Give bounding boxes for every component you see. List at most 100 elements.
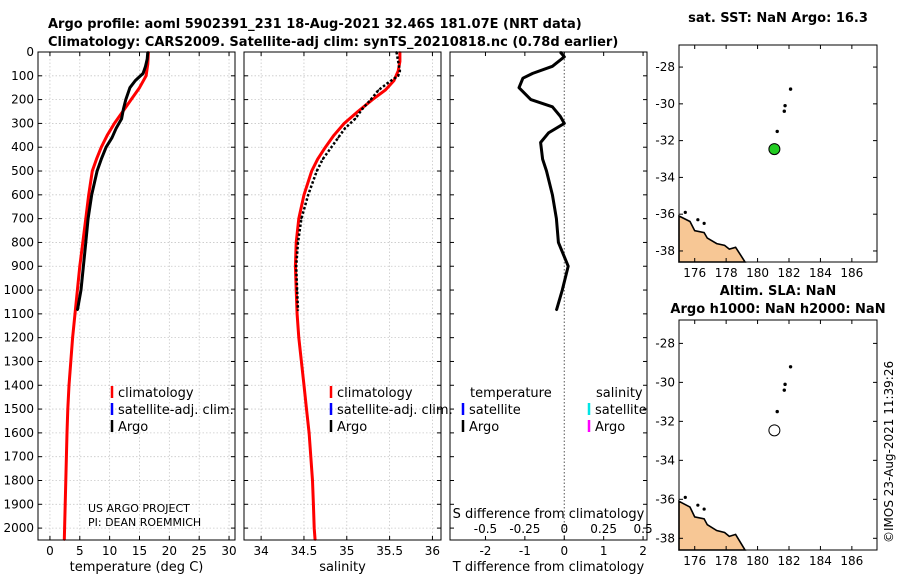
island xyxy=(702,221,706,225)
data-point xyxy=(297,309,299,312)
track-point xyxy=(788,365,793,369)
data-point xyxy=(333,134,335,137)
data-point xyxy=(563,55,566,58)
series-argo-line xyxy=(294,51,402,311)
data-point xyxy=(531,72,534,75)
y-tick-label: 200 xyxy=(11,93,34,107)
data-point xyxy=(518,86,520,89)
legend-argo-label: Argo xyxy=(337,420,367,435)
lat-tick-label: -32 xyxy=(655,414,675,428)
data-point xyxy=(69,360,72,363)
data-point xyxy=(361,108,364,111)
data-point xyxy=(316,158,319,161)
data-point xyxy=(330,146,333,149)
data-point xyxy=(311,479,314,482)
data-point xyxy=(521,77,524,80)
data-point xyxy=(130,98,133,101)
data-point xyxy=(144,65,147,68)
x-tick-label: 10 xyxy=(102,544,117,558)
lat-tick-label: -30 xyxy=(655,375,675,389)
data-point xyxy=(384,89,387,91)
x-tick-label: 35.5 xyxy=(376,544,403,558)
x-tick-label: 5 xyxy=(76,544,84,558)
lat-tick-label: -30 xyxy=(655,97,675,111)
data-point xyxy=(555,309,558,312)
lon-tick-label: 182 xyxy=(778,554,801,568)
figure-title-line2: Climatology: CARS2009. Satellite-adj cli… xyxy=(48,35,618,50)
temperature-legend: climatology satellite-adj. clim. Argo xyxy=(110,386,234,435)
data-point xyxy=(115,127,118,130)
data-point xyxy=(337,136,340,139)
lat-tick-label: -28 xyxy=(655,336,675,350)
data-point xyxy=(122,108,125,111)
timestamp: ©IMOS 23-Aug-2021 11:39:26 xyxy=(882,361,896,543)
salinity-legend: climatology satellite-adj. clim. Argo xyxy=(329,386,453,435)
legend-s-satellite-label: satellite xyxy=(595,403,647,418)
data-point xyxy=(90,193,93,196)
lon-tick-label: 182 xyxy=(778,266,801,280)
inner-axis-label: S difference from climatology xyxy=(453,507,645,522)
x-tick-label: 2 xyxy=(639,544,647,558)
data-point xyxy=(120,117,123,120)
inner-tick-label: -0.5 xyxy=(474,522,497,536)
x-tick-label: 1 xyxy=(600,544,608,558)
y-tick-label: 1200 xyxy=(3,331,34,345)
y-tick-label: 600 xyxy=(11,188,34,202)
data-point xyxy=(541,158,544,161)
data-point xyxy=(142,72,144,75)
legend-climatology-label: climatology xyxy=(337,386,413,401)
y-tick-label: 400 xyxy=(11,140,34,154)
salinity-panel: 34 34.5 35 35.5 36 salinity xyxy=(243,51,442,575)
y-tick-label: 1900 xyxy=(3,497,34,511)
difference-panel: -2 -1 0 1 2 T difference from climatology S di… xyxy=(449,51,653,575)
track-point xyxy=(775,129,779,134)
profile-position-marker xyxy=(768,424,781,437)
series-argo-line xyxy=(517,51,570,311)
x-tick-label: 15 xyxy=(132,544,147,558)
data-point xyxy=(357,110,359,113)
data-point xyxy=(87,193,90,196)
track-point xyxy=(782,109,786,113)
x-tick-label: 34 xyxy=(253,544,268,558)
bottom-map: 176 178 180 182 184 186 -28 -30 -32 -34 -36 -38 xyxy=(655,319,878,568)
data-point xyxy=(551,65,554,68)
data-point xyxy=(95,158,98,161)
legend-climatology-label: climatology xyxy=(118,386,194,401)
lon-tick-label: 186 xyxy=(840,266,863,280)
data-point xyxy=(561,289,564,291)
y-tick-label: 300 xyxy=(11,116,34,130)
data-point xyxy=(65,455,68,458)
data-point xyxy=(297,336,300,339)
credit-pi: PI: DEAN ROEMMICH xyxy=(88,516,201,529)
data-point xyxy=(308,431,310,434)
data-point xyxy=(309,455,312,458)
data-point xyxy=(315,170,318,172)
data-point xyxy=(567,265,570,268)
legend-argo-label: Argo xyxy=(118,420,148,435)
series-climatology-line xyxy=(293,52,402,541)
data-point xyxy=(78,265,81,268)
lon-tick-label: 184 xyxy=(809,554,832,568)
data-point xyxy=(557,241,560,244)
data-point xyxy=(296,312,299,315)
data-point xyxy=(81,241,84,244)
lat-tick-label: -36 xyxy=(655,207,675,221)
bottom-map-title-line1: Altim. SLA: NaN xyxy=(720,284,836,299)
data-point xyxy=(397,74,400,77)
lat-tick-label: -34 xyxy=(655,453,675,467)
data-point xyxy=(369,98,372,101)
y-tick-label: 0 xyxy=(26,45,34,59)
data-point xyxy=(297,217,300,220)
data-point xyxy=(71,336,74,339)
data-point xyxy=(563,122,566,125)
data-point xyxy=(555,217,558,220)
data-point xyxy=(307,193,310,196)
data-point xyxy=(84,241,87,244)
data-point xyxy=(82,265,85,268)
data-point xyxy=(313,527,316,529)
data-point xyxy=(559,115,562,118)
credit-project: US ARGO PROJECT xyxy=(88,502,190,515)
island xyxy=(683,495,687,499)
island xyxy=(696,503,700,507)
legend-satellite-label: satellite-adj. clim. xyxy=(337,403,453,418)
